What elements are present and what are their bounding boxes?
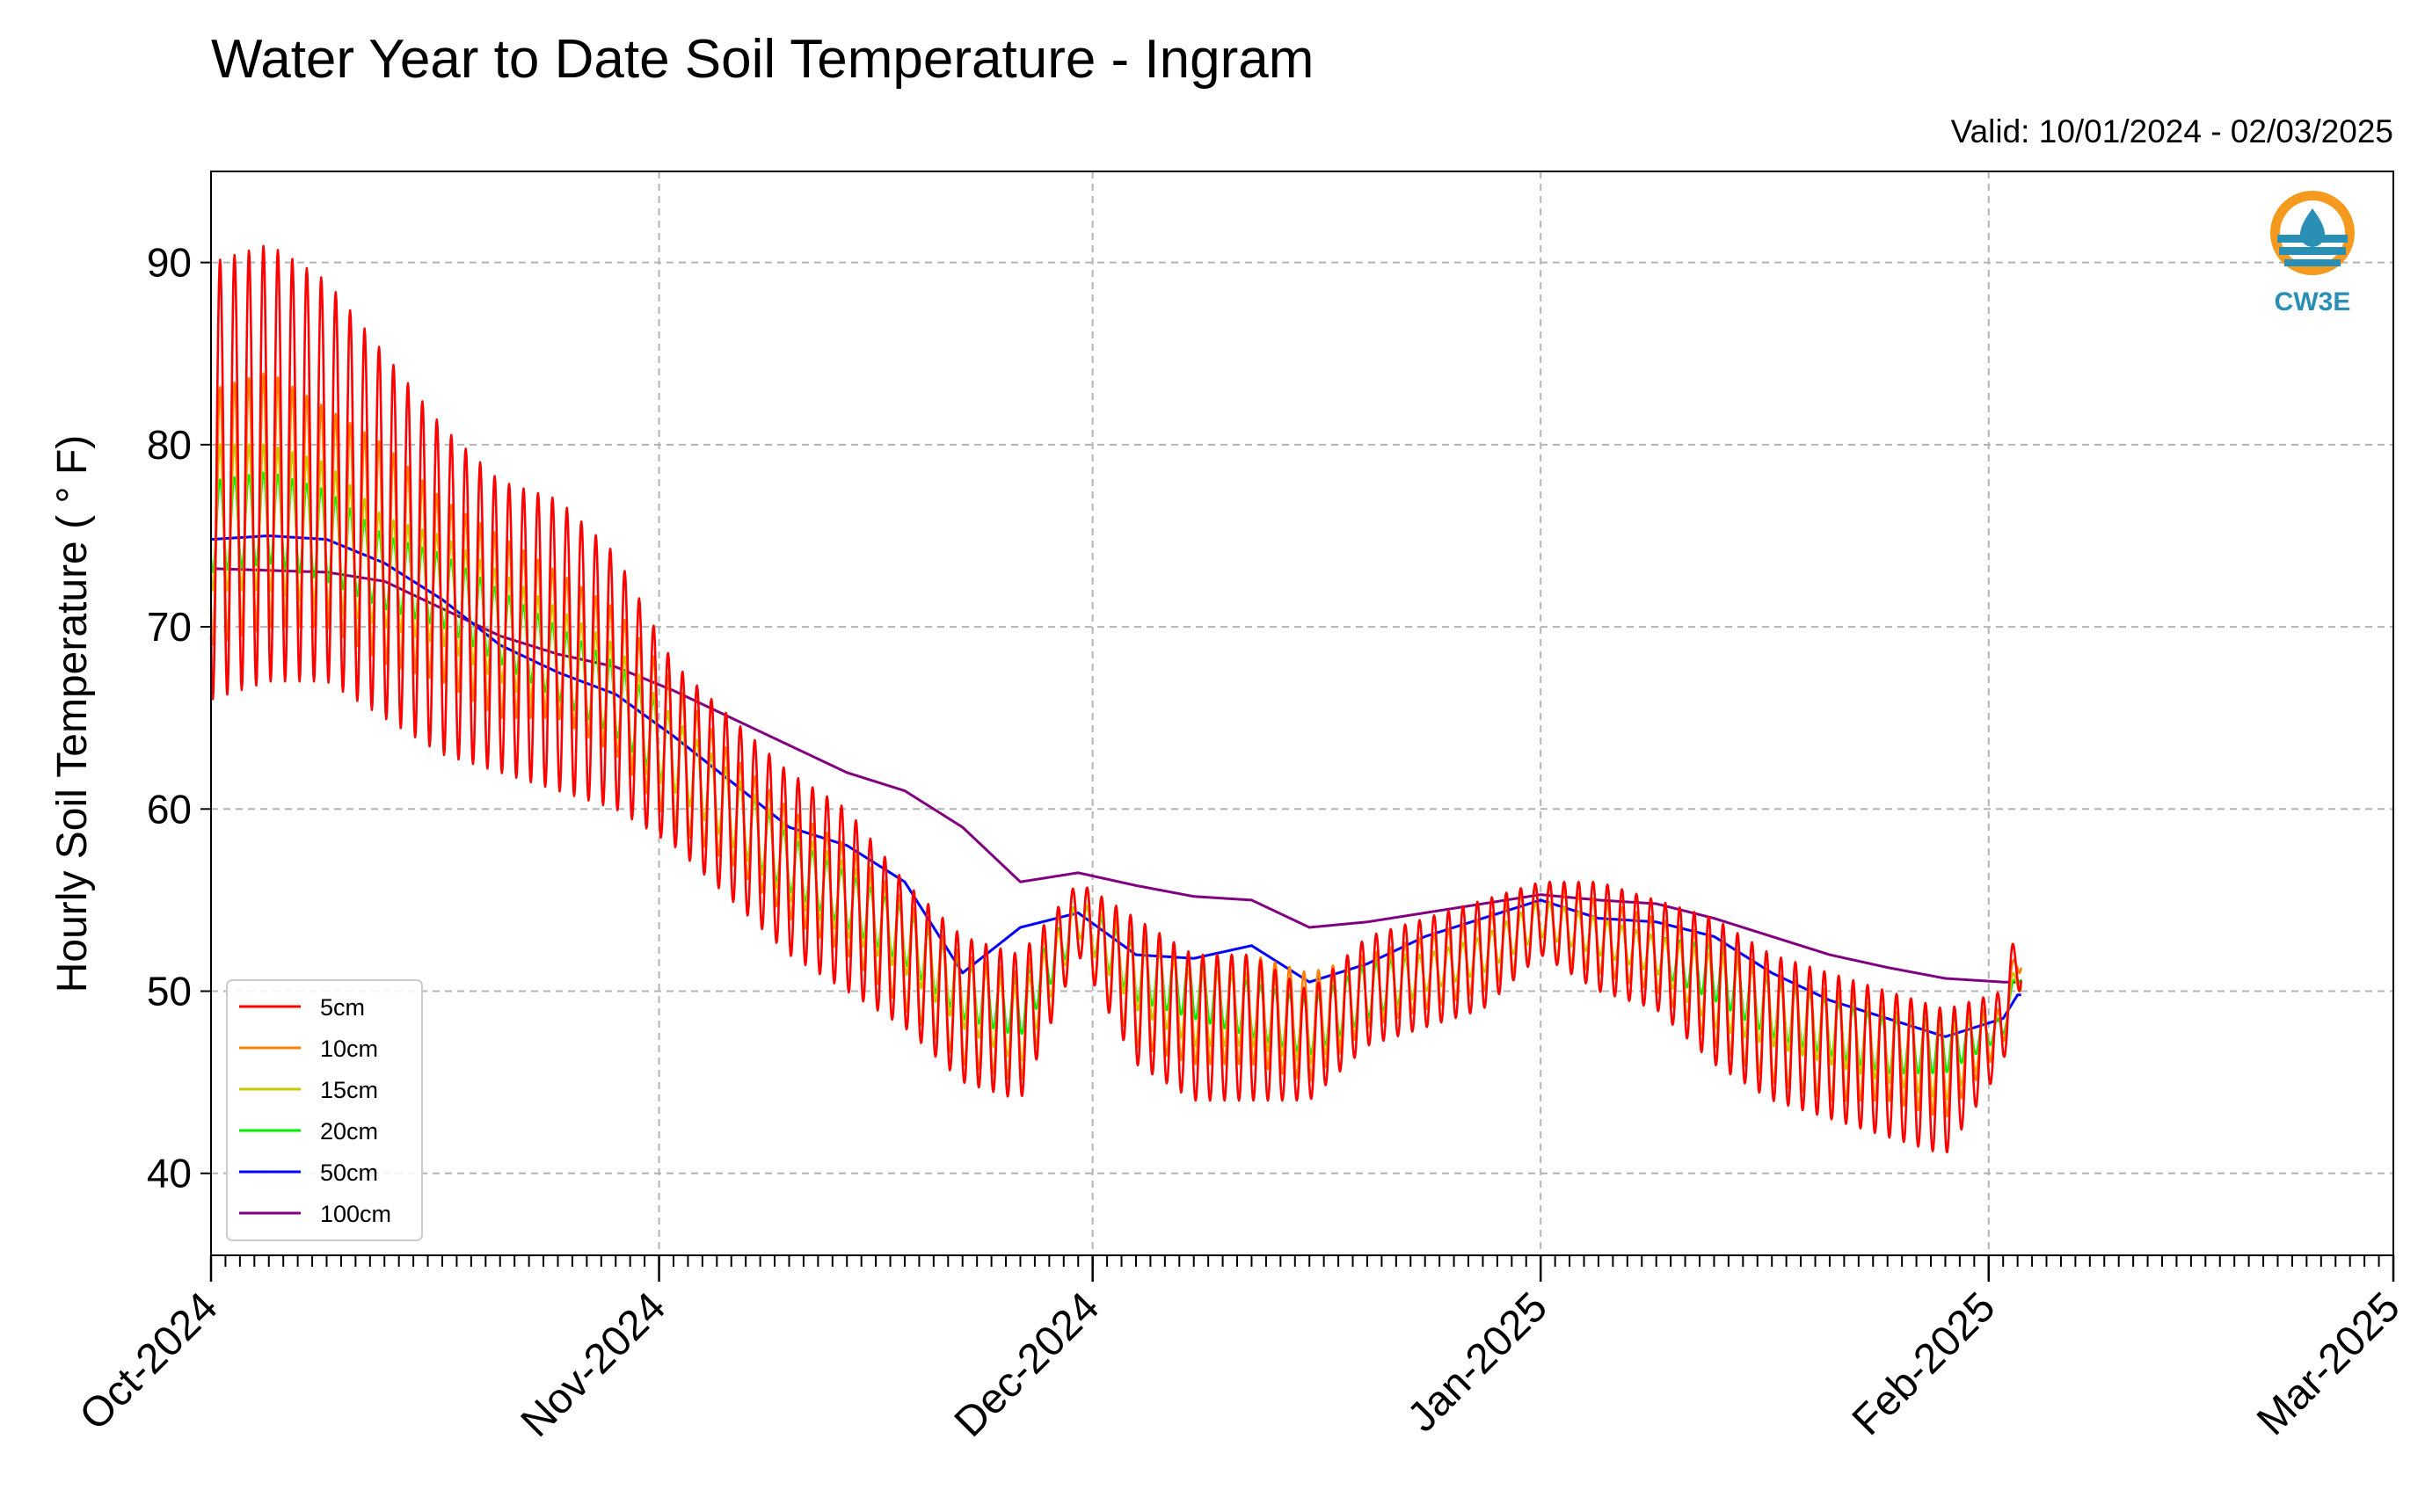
y-axis-label: Hourly Soil Temperature ( ° F) [49, 435, 96, 993]
x-tick-label: Nov-2024 [513, 1283, 675, 1446]
y-tick-label: 90 [147, 240, 192, 286]
legend-label: 100cm [320, 1201, 391, 1227]
water-drop-icon [2300, 208, 2325, 247]
series-line-5cm [209, 244, 2022, 1154]
x-tick-label: Oct-2024 [71, 1283, 227, 1439]
y-axis: 40 50 60 70 80 90 [147, 240, 211, 1196]
y-tick-label: 50 [147, 969, 192, 1014]
plot-frame [210, 171, 2394, 1256]
valid-date-range: Valid: 10/01/2024 - 02/03/2025 [1951, 113, 2393, 149]
legend-label: 15cm [320, 1077, 378, 1103]
legend-label: 20cm [320, 1118, 378, 1145]
y-tick-label: 60 [147, 786, 192, 832]
series-lines [209, 244, 2022, 1154]
logo-wave-3 [2284, 259, 2341, 266]
logo-wave-2 [2279, 247, 2346, 255]
x-tick-label: Jan-2025 [1399, 1283, 1556, 1441]
legend-label: 5cm [320, 994, 365, 1021]
x-tick-label: Mar-2025 [2248, 1283, 2409, 1444]
x-tick-label: Feb-2025 [1844, 1283, 2005, 1444]
grid-lines [210, 171, 2394, 1255]
legend: 5cm 10cm 15cm 20cm 50cm 100cm [226, 979, 423, 1241]
legend-label: 10cm [320, 1036, 378, 1062]
y-tick-label: 70 [147, 604, 192, 650]
x-axis: Oct-2024 Nov-2024 Dec-2024 Jan-2025 Feb-2025… [71, 1255, 2409, 1446]
legend-label: 50cm [320, 1159, 378, 1186]
legend-box [226, 979, 423, 1241]
y-tick-label: 40 [147, 1151, 192, 1196]
cw3e-logo: CW3E [2270, 191, 2355, 316]
logo-text: CW3E [2275, 287, 2351, 316]
y-tick-label: 80 [147, 422, 192, 468]
x-tick-label: Dec-2024 [946, 1283, 1109, 1446]
chart-title: Water Year to Date Soil Temperature - In… [211, 29, 1314, 90]
